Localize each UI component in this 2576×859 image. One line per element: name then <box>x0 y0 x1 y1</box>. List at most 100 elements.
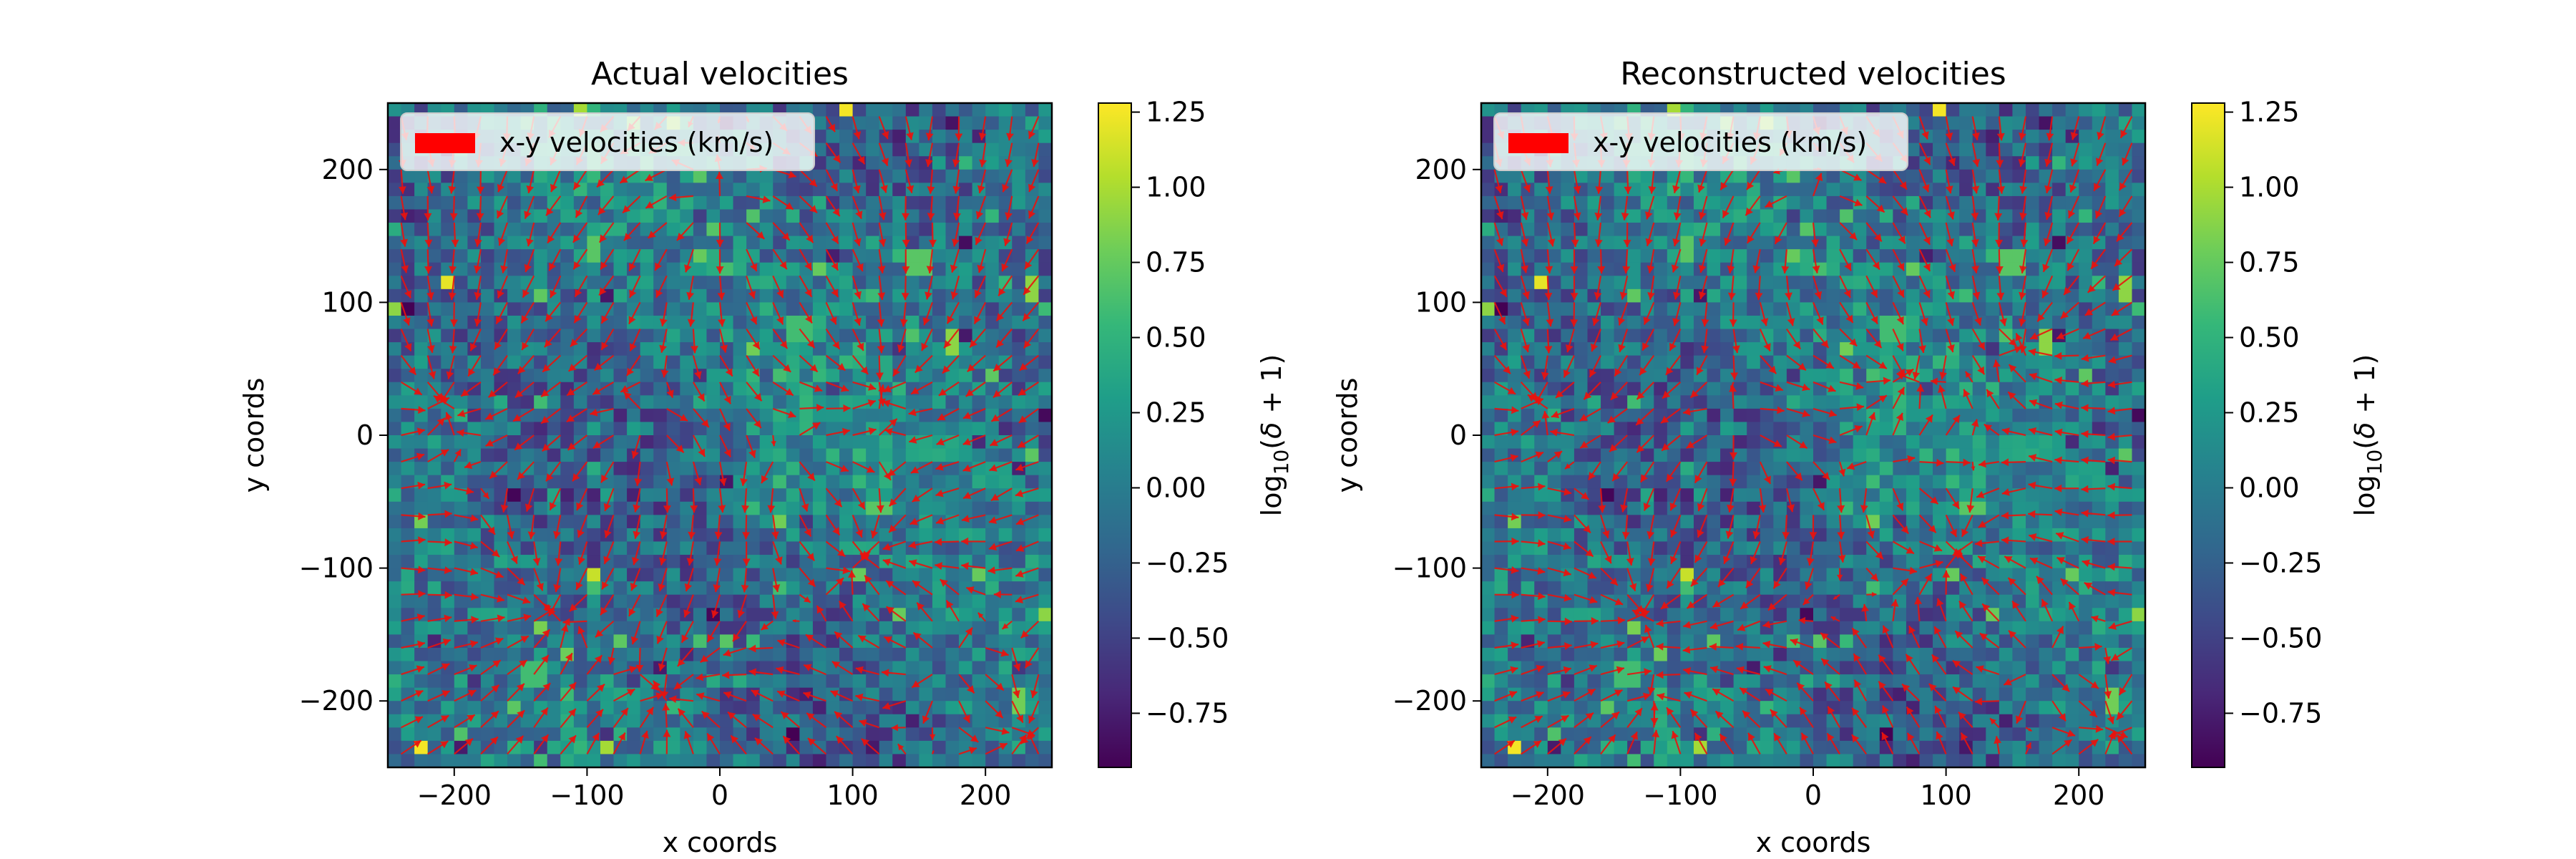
heatmap-cell <box>507 329 522 343</box>
heatmap-cell <box>520 395 535 409</box>
heatmap-cell <box>799 395 814 409</box>
heatmap-cell <box>1879 342 1893 356</box>
heatmap-cell <box>640 568 654 582</box>
velocity-arrowhead <box>970 734 979 742</box>
heatmap-cell <box>985 262 1000 276</box>
heatmap-cell <box>2092 342 2106 356</box>
heatmap-cell <box>892 661 907 675</box>
heatmap-cell <box>799 249 814 263</box>
heatmap-cell <box>1986 276 2000 290</box>
heatmap-cell <box>467 276 482 290</box>
x-tick-label: −200 <box>417 780 492 811</box>
heatmap-cell <box>1773 302 1787 316</box>
velocity-arrowhead <box>688 531 696 540</box>
heatmap-cell <box>573 408 587 423</box>
heatmap-cell <box>613 408 628 423</box>
heatmap-cell <box>998 501 1013 515</box>
heatmap-cell <box>560 448 575 462</box>
heatmap-cell <box>627 515 641 529</box>
heatmap-cell <box>480 621 495 635</box>
heatmap-cell <box>600 183 615 197</box>
heatmap-cell <box>945 568 960 582</box>
heatmap-cell <box>1654 382 1668 396</box>
heatmap-cell <box>879 621 893 635</box>
velocity-arrowhead <box>522 596 531 604</box>
heatmap-cell <box>414 236 429 250</box>
heatmap-cell <box>985 302 1000 316</box>
heatmap-cell <box>1481 103 1496 117</box>
heatmap-cell <box>932 714 947 728</box>
velocity-arrowhead <box>515 735 524 744</box>
heatmap-cell <box>799 701 814 715</box>
velocity-arrowhead <box>806 713 815 721</box>
heatmap-cell <box>680 355 694 369</box>
velocity-arrowhead <box>630 583 638 591</box>
heatmap-cell <box>2025 223 2040 237</box>
velocity-arrowhead <box>711 610 719 618</box>
heatmap-cell <box>1999 116 2013 130</box>
velocity-arrowhead <box>908 540 917 549</box>
heatmap-cell <box>454 262 468 276</box>
heatmap-cell <box>905 209 919 223</box>
heatmap-cell <box>1680 223 1694 237</box>
velocity-arrowhead <box>925 132 934 141</box>
heatmap-cell <box>945 130 960 144</box>
heatmap-cell <box>520 408 535 423</box>
heatmap-cell <box>945 541 960 555</box>
velocity-arrowhead <box>842 566 851 575</box>
heatmap-cell <box>972 541 986 555</box>
velocity-arrowhead <box>751 689 760 697</box>
heatmap-cell <box>520 249 535 263</box>
heatmap-cell <box>441 329 455 343</box>
heatmap-cell <box>1733 408 1747 423</box>
velocity-arrowhead <box>677 658 686 666</box>
heatmap-cell <box>441 674 455 689</box>
heatmap-cell <box>600 740 615 755</box>
heatmap-cell <box>919 475 933 489</box>
heatmap-cell <box>1025 422 1040 436</box>
heatmap-cell <box>972 116 986 130</box>
heatmap-cell <box>1038 342 1053 356</box>
velocity-arrowhead <box>633 530 641 539</box>
heatmap-cell <box>454 223 468 237</box>
heatmap-cell <box>879 727 893 742</box>
heatmap-cell <box>587 395 601 409</box>
heatmap-cell <box>972 488 986 503</box>
heatmap-cell <box>2052 276 2067 290</box>
velocity-arrowhead <box>450 319 458 327</box>
heatmap-cell <box>826 408 840 423</box>
heatmap-cell <box>1012 195 1026 210</box>
velocity-arrowhead <box>417 640 425 649</box>
heatmap-cell <box>1012 262 1026 276</box>
heatmap-cell <box>587 422 601 436</box>
heatmap-cell <box>388 647 402 662</box>
heatmap-cell <box>1853 276 1867 290</box>
heatmap-cell <box>401 501 415 515</box>
heatmap-cell <box>2118 329 2133 343</box>
heatmap-cell <box>414 329 429 343</box>
velocity-arrowhead <box>988 543 997 550</box>
velocity-arrowhead <box>748 450 756 458</box>
heatmap-cell <box>1879 276 1893 290</box>
velocity-arrowhead <box>912 581 921 588</box>
heatmap-cell <box>520 555 535 569</box>
heatmap-cell <box>627 528 641 543</box>
heatmap-cell <box>945 754 960 768</box>
heatmap-cell <box>998 674 1013 689</box>
heatmap-cell <box>1601 276 1615 290</box>
velocity-arrowhead <box>595 709 603 717</box>
heatmap-cell <box>1747 315 1761 330</box>
velocity-arrowhead <box>594 655 602 664</box>
heatmap-cell <box>680 236 694 250</box>
heatmap-cell <box>401 435 415 450</box>
heatmap-cell <box>666 223 680 237</box>
heatmap-cell <box>1038 581 1053 596</box>
heatmap-cell <box>879 647 893 662</box>
heatmap-cell <box>587 515 601 529</box>
heatmap-cell <box>1986 156 2000 170</box>
heatmap-cell <box>919 223 933 237</box>
heatmap-cell <box>759 223 774 237</box>
heatmap-cell <box>414 276 429 290</box>
chart-title: Actual velocities <box>591 56 849 92</box>
heatmap-cell <box>613 528 628 543</box>
